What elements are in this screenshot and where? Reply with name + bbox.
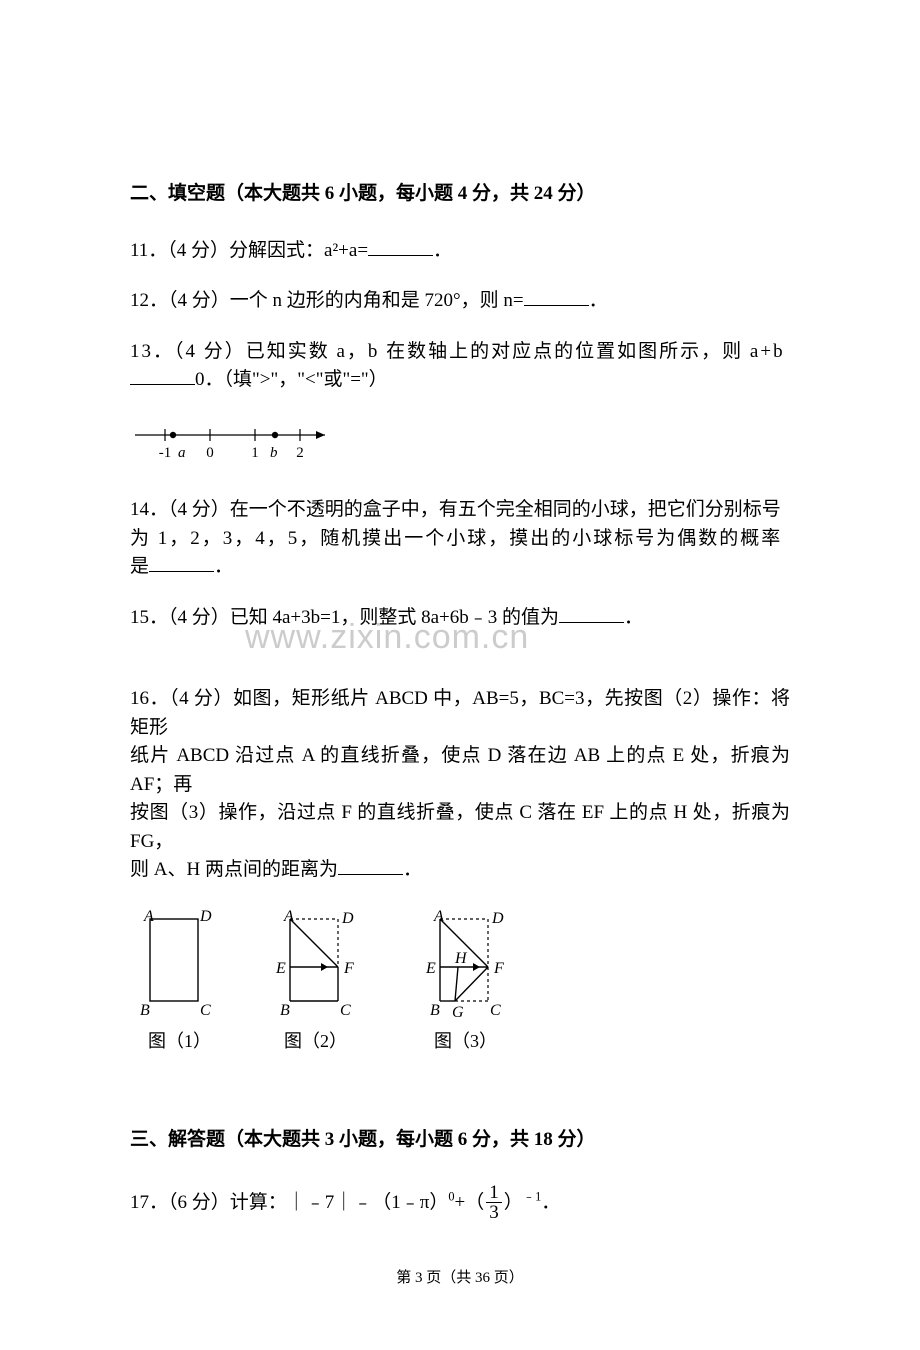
blank-13 bbox=[130, 366, 195, 385]
q16-line3: 按图（3）操作，沿过点 F 的直线折叠，使点 C 落在 EF 上的点 H 处，折… bbox=[130, 799, 790, 856]
q14-line1: 14．（4 分）在一个不透明的盒子中，有五个完全相同的小球，把它们分别标号 bbox=[130, 496, 790, 525]
svg-text:B: B bbox=[430, 1002, 440, 1019]
section-2-heading: 二、填空题（本大题共 6 小题，每小题 4 分，共 24 分） bbox=[130, 180, 790, 209]
q15-pre: 15．（4 分）已知 4a+3b=1，则整式 8a+6b﹣3 的值为 bbox=[130, 607, 559, 628]
fig-caption-2: 图（2） bbox=[284, 1031, 347, 1051]
q13-line2: 0．（填">"，"<"或"="） bbox=[130, 366, 790, 395]
svg-text:1: 1 bbox=[251, 445, 259, 461]
q13-line2-text: 0．（填">"，"<"或"="） bbox=[195, 369, 388, 390]
q17-post1: ） bbox=[504, 1191, 523, 1212]
q16-post: ． bbox=[403, 859, 422, 880]
question-15: 15．（4 分）已知 4a+3b=1，则整式 8a+6b﹣3 的值为． www.… bbox=[130, 604, 790, 664]
svg-text:E: E bbox=[275, 960, 286, 977]
svg-text:F: F bbox=[343, 960, 354, 977]
q15-post: ． bbox=[624, 607, 643, 628]
svg-text:G: G bbox=[452, 1004, 464, 1021]
question-12: 12．（4 分）一个 n 边形的内角和是 720°，则 n= ． bbox=[130, 287, 790, 316]
blank-12 bbox=[524, 287, 589, 306]
blank-14 bbox=[149, 553, 214, 572]
svg-text:C: C bbox=[200, 1002, 211, 1019]
svg-text:F: F bbox=[493, 960, 504, 977]
q12-text: 12．（4 分）一个 n 边形的内角和是 720°，则 n= bbox=[130, 290, 524, 311]
q16-line4: 则 A、H 两点间的距离为 ． bbox=[130, 856, 790, 885]
q17-mid: +（ bbox=[455, 1191, 485, 1212]
q16-pre: 则 A、H 两点间的距离为 bbox=[130, 859, 338, 880]
q11-text: 11．（4 分）分解因式：a²+a= bbox=[130, 240, 368, 261]
svg-text:2: 2 bbox=[296, 445, 304, 461]
svg-text:E: E bbox=[425, 960, 436, 977]
q12-tail: ． bbox=[589, 290, 608, 311]
svg-text:A: A bbox=[433, 908, 444, 925]
svg-text:H: H bbox=[454, 950, 468, 967]
number-line-svg: -1 0 1 2 a b bbox=[130, 417, 340, 465]
q17-sup2: ﹣1 bbox=[523, 1189, 542, 1203]
q16-figures: .lbl { font: italic 16px 'Times New Roma… bbox=[130, 907, 790, 1077]
section-3-heading: 三、解答题（本大题共 3 小题，每小题 6 分，共 18 分） bbox=[130, 1126, 790, 1155]
svg-text:B: B bbox=[140, 1002, 150, 1019]
frac-num: 1 bbox=[486, 1183, 502, 1204]
number-line-figure: -1 0 1 2 a b bbox=[130, 417, 790, 475]
q14-line2: 为 1，2，3，4，5，随机摸出一个小球，摸出的小球标号为偶数的概率 bbox=[130, 525, 790, 554]
svg-text:D: D bbox=[199, 908, 212, 925]
svg-text:B: B bbox=[280, 1002, 290, 1019]
fig-caption-1: 图（1） bbox=[148, 1031, 211, 1051]
svg-text:D: D bbox=[491, 910, 504, 927]
q14-pre: 是 bbox=[130, 556, 149, 577]
svg-text:-1: -1 bbox=[159, 445, 172, 461]
page-footer: 第 3 页（共 36 页） bbox=[130, 1267, 790, 1290]
question-11: 11．（4 分）分解因式：a²+a= ． bbox=[130, 237, 790, 266]
q14-line3: 是． bbox=[130, 553, 790, 582]
question-17: 17．（6 分）计算：｜﹣7｜﹣（1﹣π）0+（13）﹣1． bbox=[130, 1183, 790, 1224]
q16-line2: 纸片 ABCD 沿过点 A 的直线折叠，使点 D 落在边 AB 上的点 E 处，… bbox=[130, 742, 790, 799]
svg-text:D: D bbox=[341, 910, 354, 927]
frac-den: 3 bbox=[486, 1203, 502, 1223]
q14-post: ． bbox=[214, 556, 233, 577]
blank-11 bbox=[368, 237, 433, 256]
question-14: 14．（4 分）在一个不透明的盒子中，有五个完全相同的小球，把它们分别标号 为 … bbox=[130, 496, 790, 582]
svg-text:C: C bbox=[340, 1002, 351, 1019]
question-13: 13．（4 分）已知实数 a，b 在数轴上的对应点的位置如图所示，则 a+b 0… bbox=[130, 338, 790, 395]
fig-caption-3: 图（3） bbox=[434, 1031, 497, 1051]
question-16: 16．（4 分）如图，矩形纸片 ABCD 中，AB=5，BC=3，先按图（2）操… bbox=[130, 685, 790, 885]
fraction-1-3: 13 bbox=[486, 1183, 502, 1224]
svg-text:C: C bbox=[490, 1002, 501, 1019]
q13-line1: 13．（4 分）已知实数 a，b 在数轴上的对应点的位置如图所示，则 a+b bbox=[130, 338, 790, 367]
q11-tail: ． bbox=[433, 240, 452, 261]
svg-text:b: b bbox=[270, 445, 278, 461]
q17-post2: ． bbox=[541, 1191, 560, 1212]
q16-svg: .lbl { font: italic 16px 'Times New Roma… bbox=[130, 907, 560, 1067]
svg-text:A: A bbox=[143, 908, 154, 925]
q17-pre: 17．（6 分）计算：｜﹣7｜﹣（1﹣π） bbox=[130, 1191, 448, 1212]
q16-line1: 16．（4 分）如图，矩形纸片 ABCD 中，AB=5，BC=3，先按图（2）操… bbox=[130, 685, 790, 742]
svg-text:a: a bbox=[178, 445, 186, 461]
blank-15 bbox=[559, 604, 624, 623]
blank-16 bbox=[338, 856, 403, 875]
svg-text:0: 0 bbox=[206, 445, 214, 461]
svg-text:A: A bbox=[283, 908, 294, 925]
